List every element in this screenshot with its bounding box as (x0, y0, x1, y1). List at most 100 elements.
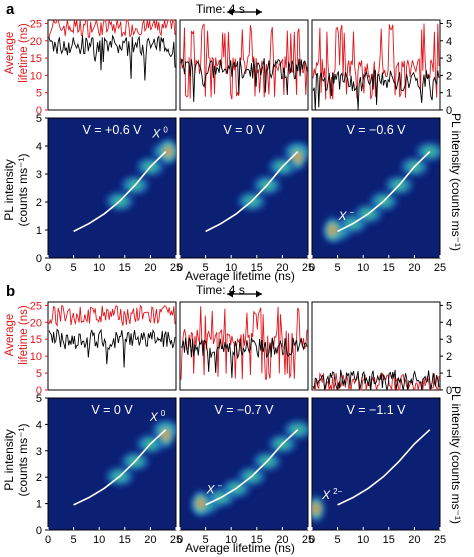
pl-intensity-left-label-b-2: (counts ms⁻¹) (16, 423, 30, 496)
state-label-sup-b-1: − (217, 482, 222, 491)
ytick-heat-label-b-0: 0 (36, 525, 42, 537)
density-peak-b-1 (191, 489, 210, 518)
lifetime-trace-b-2 (313, 371, 440, 392)
xtick-label-a-0-1: 5 (71, 262, 77, 274)
voltage-label-b-0: V = 0 V (91, 403, 133, 417)
heatmap-xlabel-a: Average lifetime (ns) (185, 269, 295, 283)
density-cloud-a-2-6 (414, 141, 440, 162)
avg-lifetime-label-b-1: Average (4, 314, 16, 357)
ytick-left-label-a-3: 15 (30, 53, 42, 65)
xtick-label-b-2-2: 10 (357, 534, 369, 546)
xtick-label-a-2-2: 10 (357, 262, 369, 274)
xtick-label-b-0-5: 25 (170, 534, 182, 546)
density-peak-a-2 (323, 216, 342, 244)
intensity-trace-b-1 (180, 337, 308, 379)
xtick-label-a-2-5: 25 (434, 262, 446, 274)
heatmap-frame-b-2 (311, 397, 441, 531)
ytick-right-label-b-4: 4 (446, 317, 452, 329)
ytick-heat-label-b-1: 1 (36, 499, 42, 511)
density-peak-b-2 (312, 494, 326, 523)
xtick-label-b-1-1: 5 (203, 534, 209, 546)
state-label-sup-b-2: 2− (333, 487, 342, 496)
heatmap-frame-b-0 (47, 397, 177, 531)
xtick-label-b-0-0: 0 (45, 534, 51, 546)
ytick-heat-label-b-4: 4 (36, 419, 42, 431)
ytick-left-label-a-2: 10 (30, 70, 42, 82)
xtick-label-a-2-1: 5 (335, 262, 341, 274)
xtick-label-a-0-4: 20 (144, 262, 156, 274)
heatmap-density-b-2 (312, 494, 326, 523)
state-label-sup-a-2: − (349, 208, 354, 217)
voltage-label-a-2: V = −0.6 V (346, 123, 406, 137)
heatmap-frame-a-1 (179, 117, 309, 259)
ytick-right-label-b-3: 3 (446, 334, 452, 346)
heatmap-xlabel-b: Average lifetime (ns) (185, 541, 295, 555)
voltage-label-a-0: V = +0.6 V (82, 123, 142, 137)
xtick-label-a-1-0: 0 (177, 262, 183, 274)
time-scale-arrow-left-a (227, 8, 233, 16)
ytick-heat-label-a-3: 3 (36, 169, 42, 181)
avg-lifetime-label-b-2: lifetime (ns) (18, 305, 30, 365)
xtick-label-a-0-2: 10 (93, 262, 105, 274)
fit-curve-b-2 (337, 429, 431, 506)
ytick-right-label-a-1: 1 (446, 88, 452, 100)
heatmap-density-a-0 (104, 137, 176, 212)
xtick-label-b-1-4: 20 (276, 534, 288, 546)
intensity-trace-b-2 (312, 369, 440, 391)
xtick-label-b-1-2: 10 (225, 534, 237, 546)
state-label-b-2: X (321, 488, 331, 502)
xtick-label-a-0-5: 25 (170, 262, 182, 274)
xtick-label-b-0-1: 5 (71, 534, 77, 546)
heatmap-frame-a-0 (47, 117, 177, 259)
trace-frame-b-2 (311, 301, 441, 391)
ytick-heat-label-a-2: 2 (36, 197, 42, 209)
ytick-right-label-b-2: 2 (446, 351, 452, 363)
xtick-label-b-0-3: 15 (119, 534, 131, 546)
xtick-label-a-2-4: 20 (408, 262, 420, 274)
xtick-label-a-1-4: 20 (276, 262, 288, 274)
ytick-heat-label-a-0: 0 (36, 253, 42, 265)
xtick-label-a-0-3: 15 (119, 262, 131, 274)
ytick-left-label-a-5: 25 (30, 18, 42, 30)
lifetime-trace-b-0 (48, 304, 176, 328)
lifetime-trace-a-1 (180, 23, 308, 100)
density-cloud-b-1-6 (282, 419, 308, 440)
time-scale-label-b: Time: 4 s (196, 283, 245, 297)
pl-intensity-left-label-b-1: PL intensity (2, 429, 16, 491)
voltage-label-b-1: V = −0.7 V (214, 403, 274, 417)
voltage-label-b-2: V = −1.1 V (346, 403, 406, 417)
ytick-left-label-b-1: 5 (36, 368, 42, 380)
time-scale-label-a: Time: 4 s (196, 2, 245, 16)
fit-curve-b-1 (205, 429, 299, 506)
avg-lifetime-label-a-1: Average (4, 32, 16, 75)
xtick-label-a-2-3: 15 (383, 262, 395, 274)
xtick-label-b-2-5: 25 (434, 534, 446, 546)
state-label-b-0: X (149, 410, 159, 424)
xtick-label-b-2-0: 0 (309, 534, 315, 546)
intensity-trace-a-2 (312, 69, 440, 111)
ytick-right-label-b-0: 0 (446, 385, 452, 397)
ytick-left-label-a-4: 20 (30, 36, 42, 48)
xtick-label-b-2-3: 15 (383, 534, 395, 546)
ytick-right-label-a-0: 0 (446, 105, 452, 117)
intensity-trace-a-0 (48, 34, 176, 81)
xtick-label-a-1-2: 10 (225, 262, 237, 274)
density-peak-b-0 (156, 420, 175, 449)
pl-intensity-right-label-b: PL intensity (counts ms⁻¹) (449, 386, 463, 524)
xtick-label-a-1-1: 5 (203, 262, 209, 274)
ytick-heat-label-a-4: 4 (36, 141, 42, 153)
ytick-heat-label-a-1: 1 (36, 225, 42, 237)
xtick-label-b-0-2: 10 (93, 534, 105, 546)
ytick-right-label-a-3: 3 (446, 53, 452, 65)
time-scale-arrow-right-a (256, 8, 262, 16)
xtick-label-b-1-3: 15 (251, 534, 263, 546)
xtick-label-b-2-4: 20 (408, 534, 420, 546)
ytick-left-label-b-3: 15 (30, 334, 42, 346)
voltage-label-a-1: V = 0 V (223, 123, 265, 137)
fit-curve-a-2 (337, 151, 431, 233)
ytick-right-label-a-4: 4 (446, 36, 452, 48)
ytick-left-label-a-1: 5 (36, 88, 42, 100)
state-label-sup-a-0: 0 (163, 126, 168, 135)
time-scale-arrow-right-b (256, 290, 262, 298)
ytick-left-label-b-5: 25 (30, 300, 42, 312)
